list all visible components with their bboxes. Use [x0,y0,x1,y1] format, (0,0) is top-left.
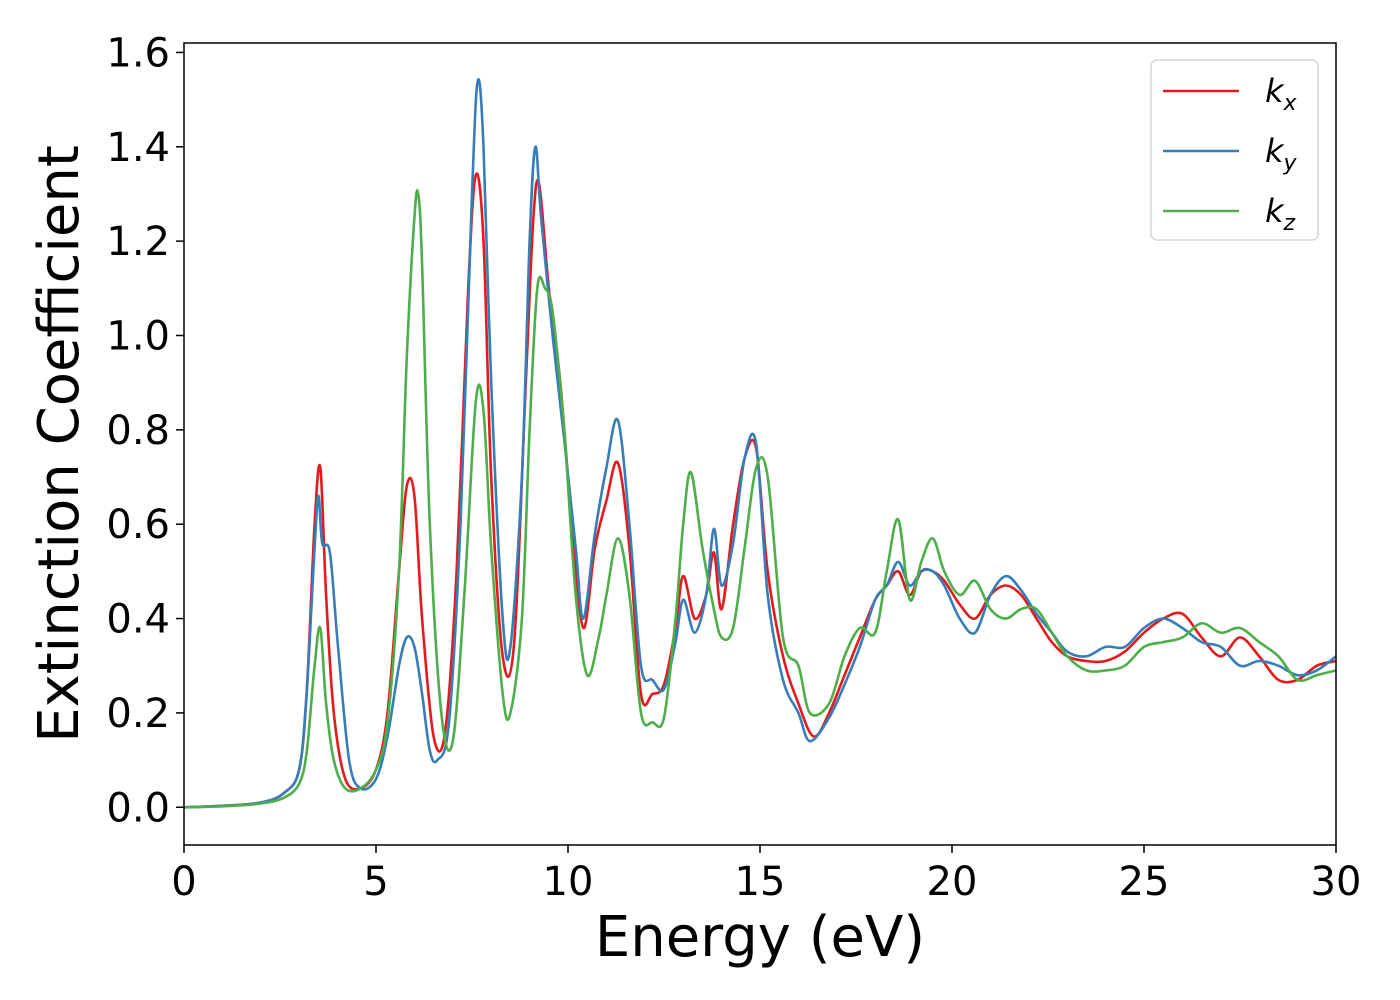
y-tick-label: 1.0 [106,313,170,359]
x-tick-label: 5 [363,859,388,905]
legend-label-kz: kz [1265,192,1296,236]
y-tick-label: 0.6 [106,502,170,548]
y-tick-label: 1.6 [106,30,170,76]
y-tick-label: 0.8 [106,408,170,454]
y-axis-ticks: 0.0 0.2 0.4 0.6 0.8 1.0 1.2 1.4 1.6 [106,30,184,831]
y-tick-label: 1.2 [106,219,170,265]
legend-label-ky: ky [1265,132,1298,176]
x-tick-label: 0 [171,859,196,905]
series-line-kz [183,189,1337,809]
series-layer [183,77,1337,809]
x-tick-label: 20 [927,859,978,905]
y-tick-label: 0.4 [106,597,170,643]
x-tick-label: 25 [1119,859,1170,905]
x-tick-label: 15 [735,859,786,905]
y-tick-label: 0.0 [106,785,170,831]
x-axis-title: Energy (eV) [595,905,925,970]
legend: kx ky kz [1150,59,1319,241]
x-axis-ticks: 0 5 10 15 20 25 30 [171,845,1361,905]
y-tick-label: 0.2 [106,691,170,737]
x-tick-label: 30 [1311,859,1362,905]
y-axis-title: Extinction Coefficient [27,145,92,743]
y-tick-label: 1.4 [106,125,170,171]
legend-label-kx: kx [1265,72,1298,116]
x-tick-label: 10 [543,859,594,905]
